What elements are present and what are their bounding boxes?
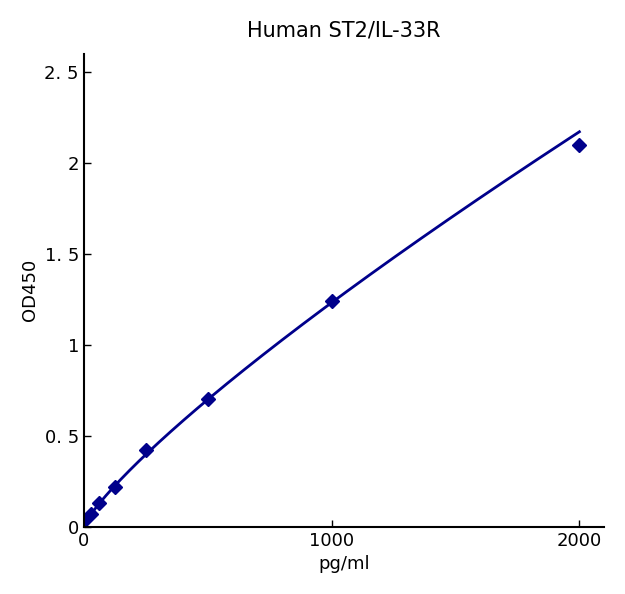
X-axis label: pg/ml: pg/ml (318, 555, 370, 573)
Y-axis label: OD450: OD450 (21, 259, 39, 321)
Title: Human ST2/IL-33R: Human ST2/IL-33R (248, 21, 441, 41)
